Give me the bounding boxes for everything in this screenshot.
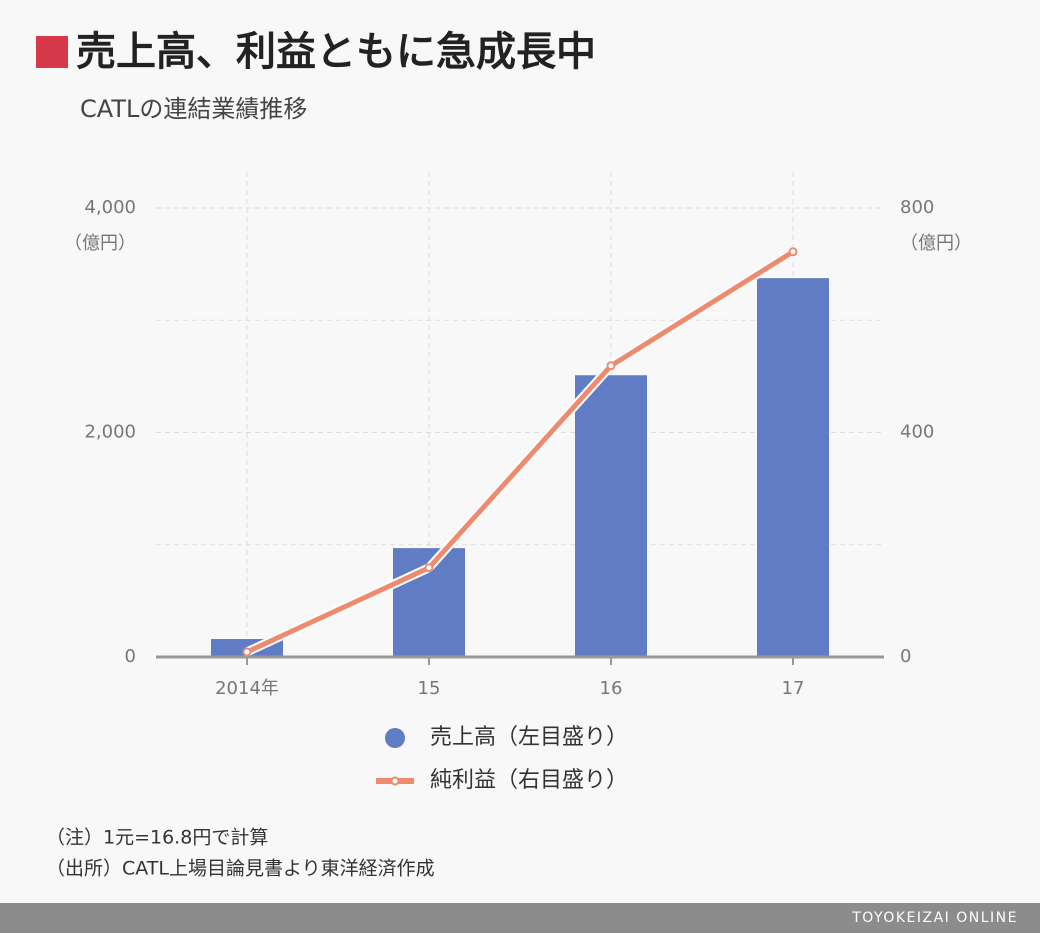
line-point bbox=[788, 247, 798, 257]
y-tick-label: 0 bbox=[125, 646, 136, 667]
x-tick-label: 17 bbox=[782, 678, 805, 699]
bar bbox=[575, 375, 647, 657]
line bbox=[245, 249, 795, 655]
line-point bbox=[242, 647, 252, 657]
bar bbox=[757, 278, 829, 657]
brand: TOYOKEIZAI ONLINE bbox=[851, 910, 1018, 926]
y2-tick-label: 0 bbox=[900, 646, 911, 667]
chart-title: 売上高、利益ともに急成長中 bbox=[76, 29, 596, 75]
title-marker bbox=[36, 36, 68, 68]
legend-label: 純利益（右目盛り） bbox=[430, 768, 628, 793]
y2-tick-label: 800 bbox=[900, 197, 934, 218]
legend-swatch bbox=[390, 776, 400, 786]
legend-swatch bbox=[385, 728, 405, 748]
line-point bbox=[606, 361, 616, 371]
line-outline bbox=[245, 247, 796, 657]
y-tick-label: 4,000 bbox=[84, 197, 136, 218]
x-tick-label: 2014年 bbox=[215, 678, 279, 699]
y-unit: （億円） bbox=[64, 233, 136, 254]
line-point bbox=[424, 563, 434, 573]
x-tick-label: 15 bbox=[418, 678, 441, 699]
note: （出所）CATL上場目論見書より東洋経済作成 bbox=[46, 858, 435, 880]
x-tick-label: 16 bbox=[600, 678, 623, 699]
legend-label: 売上高（左目盛り） bbox=[430, 725, 628, 750]
y-tick-label: 2,000 bbox=[84, 422, 136, 443]
note: （注）1元=16.8円で計算 bbox=[46, 827, 268, 849]
y2-unit: （億円） bbox=[900, 233, 972, 254]
y2-tick-label: 400 bbox=[900, 422, 934, 443]
footer-bar bbox=[0, 903, 1040, 933]
chart-subtitle: CATLの連結業績推移 bbox=[80, 95, 307, 123]
